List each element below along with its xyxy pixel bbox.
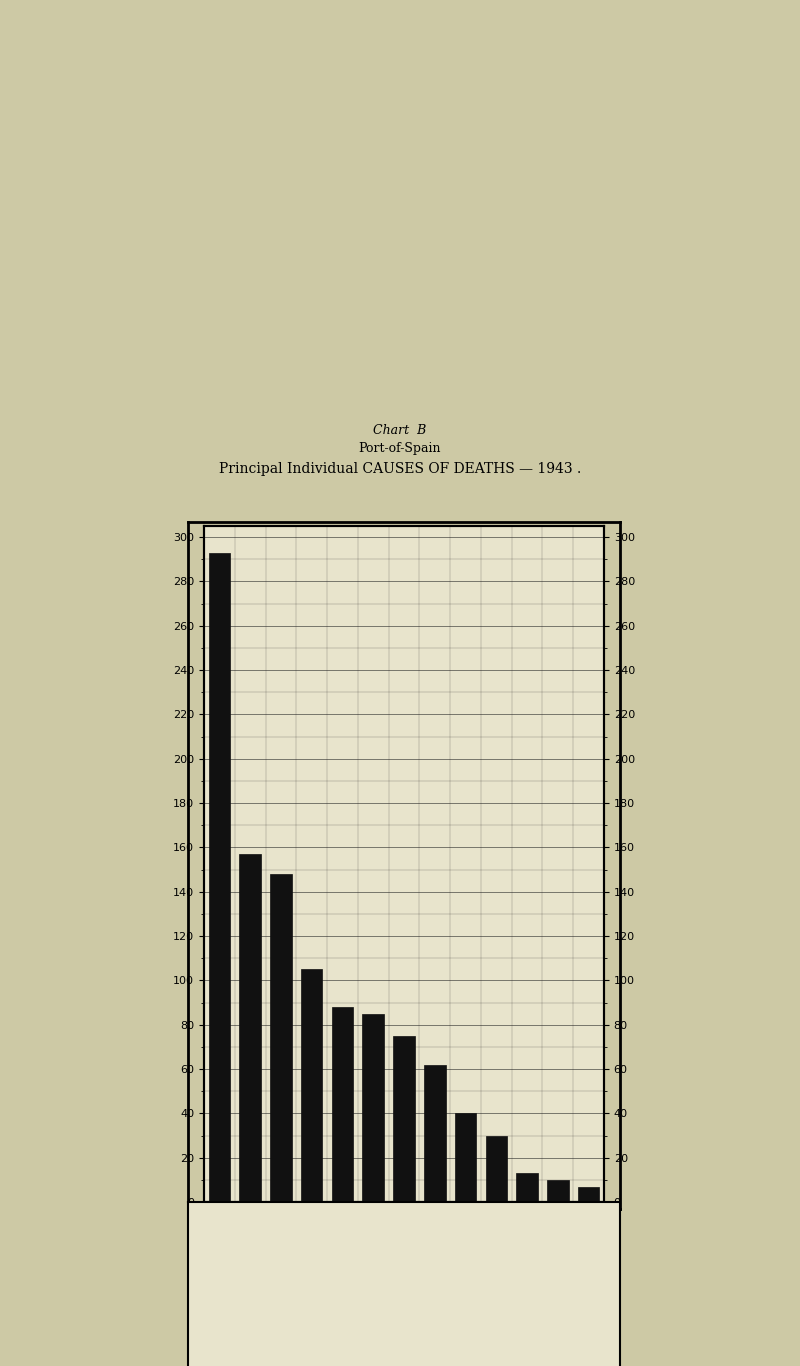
Bar [578,1187,599,1202]
Bar [270,874,292,1202]
Bar [394,1035,414,1202]
Bar [362,1014,384,1202]
Text: Old Age: Old Age [302,1209,312,1247]
Text: Malaria: Malaria [486,1209,496,1244]
Bar [486,1135,507,1202]
Text: Pneumonia: Pneumonia [271,1209,281,1264]
Text: Diarrhoea & Enteritis: Diarrhoea & Enteritis [394,1209,404,1311]
Bar [239,854,261,1202]
Text: Cerebral Haemorrhage: Cerebral Haemorrhage [425,1209,434,1321]
Text: Port-of-Spain: Port-of-Spain [358,441,442,455]
Bar [209,552,230,1202]
Text: Bronchitis: Bronchitis [455,1209,466,1258]
Text: Principal Individual CAUSES OF DEATHS — 1943 .: Principal Individual CAUSES OF DEATHS — … [219,462,581,475]
Bar [454,1113,476,1202]
Text: Syphilis: Syphilis [517,1209,527,1247]
Bar [516,1173,538,1202]
Bar [547,1180,569,1202]
Text: Chart  B: Chart B [374,423,426,437]
Text: Enteric Fever: Enteric Fever [548,1209,558,1273]
Text: Puerperal Fever: Puerperal Fever [578,1209,589,1287]
Text: Tuberculosis (All Forms): Tuberculosis (All Forms) [240,1209,250,1325]
Bar [332,1007,354,1202]
Bar [424,1064,446,1202]
Text: Nephritis: Nephritis [333,1209,342,1254]
Bar [301,970,322,1202]
Text: Cardiac & Vascular: Cardiac & Vascular [210,1209,219,1302]
Text: Cancer: Cancer [363,1209,374,1243]
